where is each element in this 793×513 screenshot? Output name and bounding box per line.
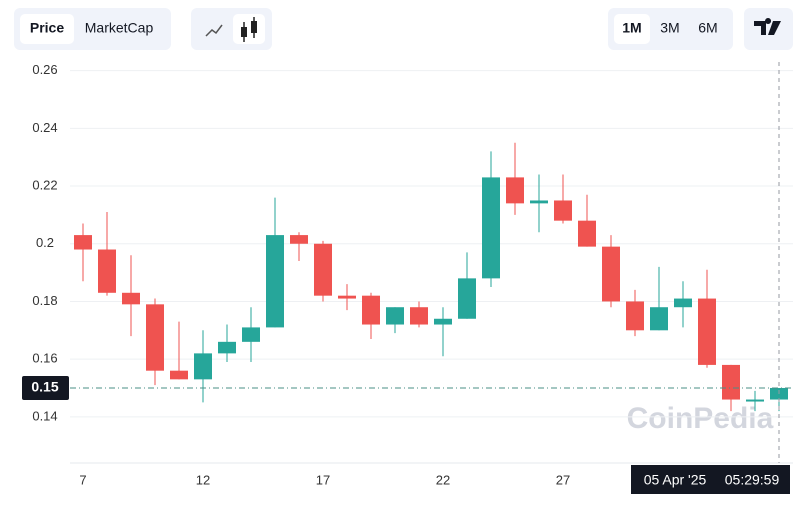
- y-tick-label: 0.2: [36, 235, 54, 250]
- watermark: CoinPedia: [627, 402, 774, 435]
- candle-body: [242, 327, 260, 342]
- price-label: 0.15: [31, 379, 58, 395]
- candle-body: [674, 298, 692, 308]
- range-tab[interactable]: 1M: [622, 20, 641, 36]
- candle-body: [98, 249, 116, 293]
- y-tick-label: 0.14: [32, 408, 57, 423]
- y-tick-label: 0.18: [32, 293, 57, 308]
- candle-body: [194, 353, 212, 380]
- candle-body: [530, 200, 548, 204]
- x-tick-label: 7: [79, 472, 86, 487]
- candle-body: [362, 295, 380, 325]
- price-tab[interactable]: Price: [30, 20, 64, 36]
- candle-body: [290, 235, 308, 244]
- logo-button[interactable]: [744, 8, 793, 50]
- candle-icon[interactable]: [241, 17, 257, 42]
- candle-body: [554, 200, 572, 221]
- candle-body: [458, 278, 476, 319]
- date-label: 05 Apr '25: [644, 472, 707, 488]
- x-tick-label: 22: [436, 472, 450, 487]
- marketcap-tab[interactable]: MarketCap: [85, 20, 154, 36]
- candle-body: [146, 304, 164, 371]
- y-tick-label: 0.16: [32, 351, 57, 366]
- candle-body: [578, 220, 596, 247]
- range-tab[interactable]: 6M: [698, 20, 717, 36]
- active-tab: [20, 14, 74, 44]
- candle-body: [722, 364, 740, 400]
- candle-body: [74, 235, 92, 250]
- y-tick-label: 0.22: [32, 177, 57, 192]
- y-tick-label: 0.24: [32, 120, 57, 135]
- candle-body: [482, 177, 500, 279]
- candle-body: [650, 307, 668, 331]
- x-tick-label: 17: [316, 472, 330, 487]
- x-tick-label: 12: [196, 472, 210, 487]
- candle-body: [386, 307, 404, 325]
- candle-body: [626, 301, 644, 331]
- price-label-bg: [22, 375, 69, 400]
- active-tab: [614, 14, 650, 44]
- line-icon[interactable]: [205, 24, 223, 37]
- candle-body: [218, 341, 236, 354]
- time-label: 05:29:59: [725, 472, 780, 488]
- candle-body: [506, 177, 524, 204]
- range-tab[interactable]: 3M: [660, 20, 679, 36]
- candle-body: [410, 307, 428, 325]
- candle-body: [314, 243, 332, 296]
- tv-logo: [754, 18, 781, 35]
- candle-body: [338, 295, 356, 299]
- candle-body: [434, 318, 452, 325]
- active-tab: [233, 14, 265, 44]
- candle-body: [602, 246, 620, 302]
- candle-body: [698, 298, 716, 365]
- candle-body: [122, 292, 140, 305]
- candle-body: [266, 235, 284, 328]
- time-label-bg: [631, 465, 790, 494]
- candle-body: [746, 399, 764, 402]
- candle-body: [170, 370, 188, 380]
- y-tick-label: 0.26: [32, 62, 57, 77]
- x-tick-label: 27: [556, 472, 570, 487]
